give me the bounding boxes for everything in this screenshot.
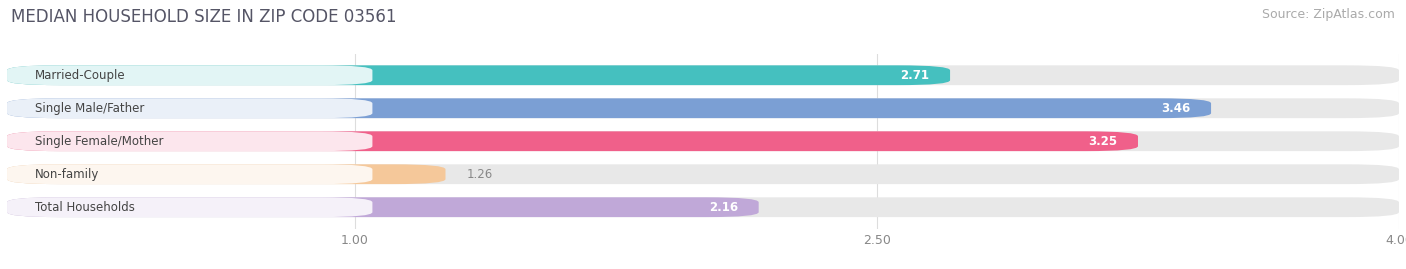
FancyBboxPatch shape	[7, 65, 373, 85]
FancyBboxPatch shape	[7, 197, 1399, 217]
Text: Non-family: Non-family	[35, 168, 100, 181]
FancyBboxPatch shape	[7, 164, 446, 184]
FancyBboxPatch shape	[7, 197, 373, 217]
Text: Single Male/Father: Single Male/Father	[35, 102, 145, 115]
Text: Total Households: Total Households	[35, 201, 135, 214]
Text: 2.71: 2.71	[900, 69, 929, 82]
FancyBboxPatch shape	[7, 98, 1399, 118]
Text: Source: ZipAtlas.com: Source: ZipAtlas.com	[1261, 8, 1395, 21]
Text: 1.26: 1.26	[467, 168, 492, 181]
FancyBboxPatch shape	[7, 65, 950, 85]
Text: 3.46: 3.46	[1161, 102, 1191, 115]
FancyBboxPatch shape	[7, 131, 373, 151]
FancyBboxPatch shape	[7, 131, 1399, 151]
Text: Single Female/Mother: Single Female/Mother	[35, 135, 163, 148]
FancyBboxPatch shape	[7, 164, 1399, 184]
FancyBboxPatch shape	[7, 197, 759, 217]
FancyBboxPatch shape	[7, 98, 1211, 118]
FancyBboxPatch shape	[7, 164, 373, 184]
FancyBboxPatch shape	[7, 131, 1137, 151]
FancyBboxPatch shape	[7, 98, 373, 118]
Text: 3.25: 3.25	[1088, 135, 1118, 148]
FancyBboxPatch shape	[7, 65, 1399, 85]
Text: MEDIAN HOUSEHOLD SIZE IN ZIP CODE 03561: MEDIAN HOUSEHOLD SIZE IN ZIP CODE 03561	[11, 8, 396, 26]
Text: Married-Couple: Married-Couple	[35, 69, 125, 82]
Text: 2.16: 2.16	[709, 201, 738, 214]
